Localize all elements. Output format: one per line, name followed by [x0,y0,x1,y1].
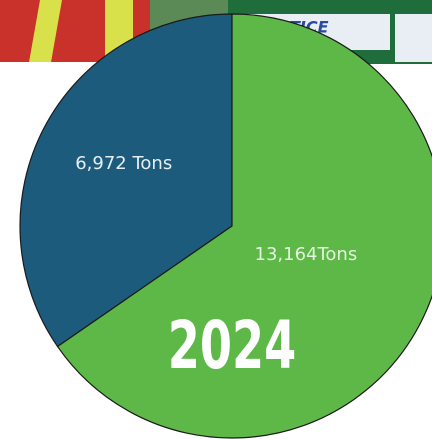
slice-label: 6,972 Tons [75,153,172,174]
chart-title: 2024 [168,308,297,384]
slice-label: 13,164Tons [255,244,358,265]
pie-slice [19,13,233,348]
photo-vest-stripe [29,0,62,62]
pie-slice [56,13,432,439]
photo-notice-panel [395,14,432,62]
pie: 6,972 Tons 13,164Tons [19,13,432,439]
